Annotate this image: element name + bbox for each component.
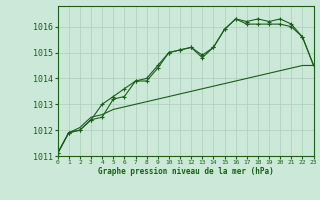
X-axis label: Graphe pression niveau de la mer (hPa): Graphe pression niveau de la mer (hPa) [98, 167, 274, 176]
